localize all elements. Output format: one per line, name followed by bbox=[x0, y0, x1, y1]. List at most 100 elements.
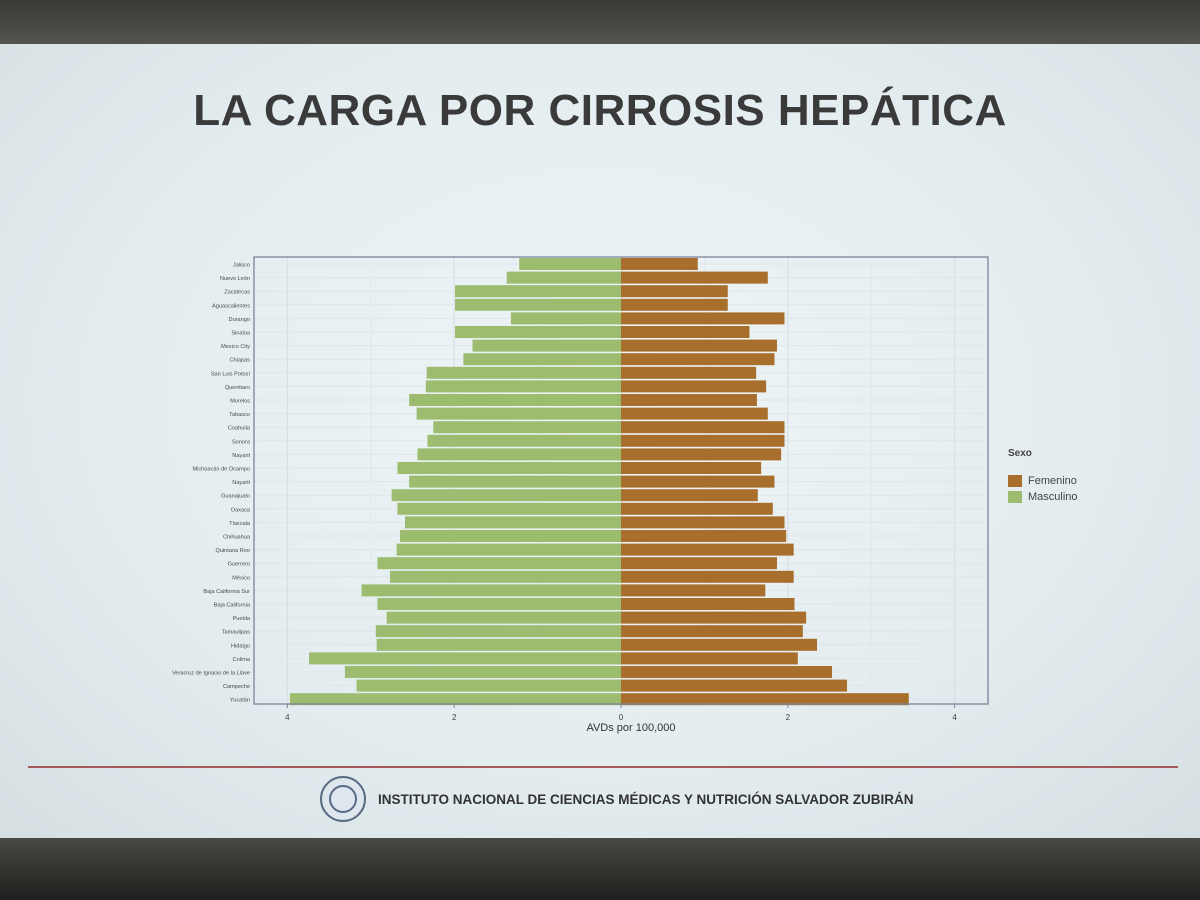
bar-femenino bbox=[621, 448, 782, 461]
category-label: Sonora bbox=[232, 439, 251, 445]
category-label: Guerrero bbox=[228, 562, 250, 568]
bar-masculino bbox=[309, 652, 621, 665]
bar-femenino bbox=[621, 489, 758, 502]
legend-item-masculino: Masculino bbox=[1008, 489, 1138, 505]
bar-femenino bbox=[621, 298, 728, 311]
bar-masculino bbox=[344, 666, 621, 678]
category-label: Hidalgo bbox=[231, 643, 250, 649]
slide-title: LA CARGA POR CIRROSIS HEPÁTICA bbox=[193, 86, 1007, 135]
bar-masculino bbox=[389, 570, 621, 583]
footer-divider bbox=[28, 766, 1178, 768]
bar-masculino bbox=[397, 462, 621, 474]
bar-masculino bbox=[391, 489, 621, 502]
bar-femenino bbox=[621, 366, 757, 379]
bar-masculino bbox=[399, 530, 621, 542]
bars bbox=[289, 258, 909, 706]
bar-femenino bbox=[621, 326, 750, 338]
x-tick-label: 2 bbox=[452, 713, 457, 722]
category-label: Chihuahua bbox=[223, 535, 251, 541]
category-label: Chiapas bbox=[229, 358, 250, 364]
footer: INSTITUTO NACIONAL DE CIENCIAS MÉDICAS Y… bbox=[320, 772, 1020, 826]
category-label: Colima bbox=[233, 657, 251, 663]
legend-title: Sexo bbox=[1008, 448, 1032, 459]
bar-masculino bbox=[376, 638, 621, 651]
legend-item-femenino: Femenino bbox=[1008, 473, 1138, 489]
bar-femenino bbox=[621, 516, 785, 529]
bar-femenino bbox=[621, 502, 773, 515]
bar-femenino bbox=[621, 530, 787, 542]
category-label: San Luis Potosí bbox=[211, 371, 251, 377]
x-tick-label: 2 bbox=[786, 713, 791, 722]
bar-femenino bbox=[621, 598, 795, 610]
bar-masculino bbox=[416, 407, 621, 420]
bar-femenino bbox=[621, 652, 798, 665]
bar-femenino bbox=[621, 543, 794, 556]
category-label: Quintana Roo bbox=[215, 548, 250, 554]
projection-screen: LA CARGA POR CIRROSIS HEPÁTICA Jalisco Nu… bbox=[0, 44, 1200, 838]
bar-femenino bbox=[621, 285, 728, 298]
legend: Sexo Femenino Masculino bbox=[1008, 448, 1138, 505]
legend-label-femenino: Femenino bbox=[1028, 475, 1077, 487]
category-labels: Jalisco Nuevo León Zacatecas Aguascalientes… bbox=[172, 263, 251, 704]
plot-frame bbox=[253, 256, 989, 705]
footer-institution-name: INSTITUTO NACIONAL DE CIENCIAS MÉDICAS Y… bbox=[378, 791, 914, 807]
category-label: Oaxaca bbox=[231, 507, 251, 513]
bar-femenino bbox=[621, 625, 803, 638]
category-label: México bbox=[232, 575, 250, 581]
bar-masculino bbox=[433, 421, 621, 434]
bar-masculino bbox=[472, 339, 621, 352]
institute-logo-emblem bbox=[329, 785, 357, 813]
category-label: Veracruz de Ignacio de la Llave bbox=[172, 671, 250, 677]
bar-femenino bbox=[621, 407, 768, 420]
bar-masculino bbox=[519, 258, 621, 270]
bar-masculino bbox=[506, 271, 621, 284]
category-label: Baja California bbox=[214, 603, 251, 609]
category-label: Morelos bbox=[230, 399, 250, 405]
bar-masculino bbox=[409, 475, 621, 488]
category-label: Nayarit bbox=[232, 453, 250, 459]
bar-femenino bbox=[621, 271, 768, 284]
bar-masculino bbox=[455, 285, 621, 298]
category-label: Nuevo León bbox=[220, 276, 250, 282]
bar-femenino bbox=[621, 380, 767, 393]
bar-masculino bbox=[361, 584, 621, 597]
category-label: Tamaulipas bbox=[222, 630, 250, 636]
bar-masculino bbox=[396, 543, 621, 556]
category-label: Coahuila bbox=[228, 426, 251, 432]
category-label: Querétaro bbox=[225, 385, 250, 391]
category-label: Mexico City bbox=[221, 344, 250, 350]
category-label: Aguascalientes bbox=[212, 303, 250, 309]
category-label: Tlaxcala bbox=[229, 521, 251, 527]
bar-femenino bbox=[621, 434, 785, 447]
category-label: Sinaloa bbox=[231, 331, 251, 337]
bar-femenino bbox=[621, 693, 909, 706]
legend-swatch-masculino bbox=[1008, 491, 1022, 503]
legend-label-masculino: Masculino bbox=[1028, 491, 1078, 503]
bar-masculino bbox=[455, 326, 621, 338]
category-label: Durango bbox=[229, 317, 250, 323]
bar-femenino bbox=[621, 312, 785, 325]
bar-masculino bbox=[425, 380, 621, 393]
bar-femenino bbox=[621, 475, 775, 488]
bar-masculino bbox=[463, 353, 621, 366]
category-label: Puebla bbox=[233, 616, 251, 622]
legend-swatch-femenino bbox=[1008, 475, 1022, 487]
room-wall-bottom bbox=[0, 838, 1200, 900]
bar-femenino bbox=[621, 394, 757, 406]
bar-masculino bbox=[510, 312, 621, 325]
bar-masculino bbox=[356, 679, 621, 692]
x-tick-label: 4 bbox=[952, 713, 957, 722]
bar-femenino bbox=[621, 421, 785, 434]
x-axis-label: AVDs por 100,000 bbox=[586, 722, 675, 734]
category-label: Jalisco bbox=[233, 263, 250, 269]
bar-femenino bbox=[621, 353, 775, 366]
category-label: Michoacán de Ocampo bbox=[192, 467, 250, 473]
category-label: Tabasco bbox=[229, 412, 250, 418]
bar-femenino bbox=[621, 638, 818, 651]
bar-femenino bbox=[621, 557, 777, 570]
bar-masculino bbox=[426, 366, 621, 379]
bar-masculino bbox=[386, 611, 621, 624]
bar-femenino bbox=[621, 584, 766, 597]
bar-masculino bbox=[455, 298, 621, 311]
category-label: Yucatán bbox=[230, 698, 250, 704]
